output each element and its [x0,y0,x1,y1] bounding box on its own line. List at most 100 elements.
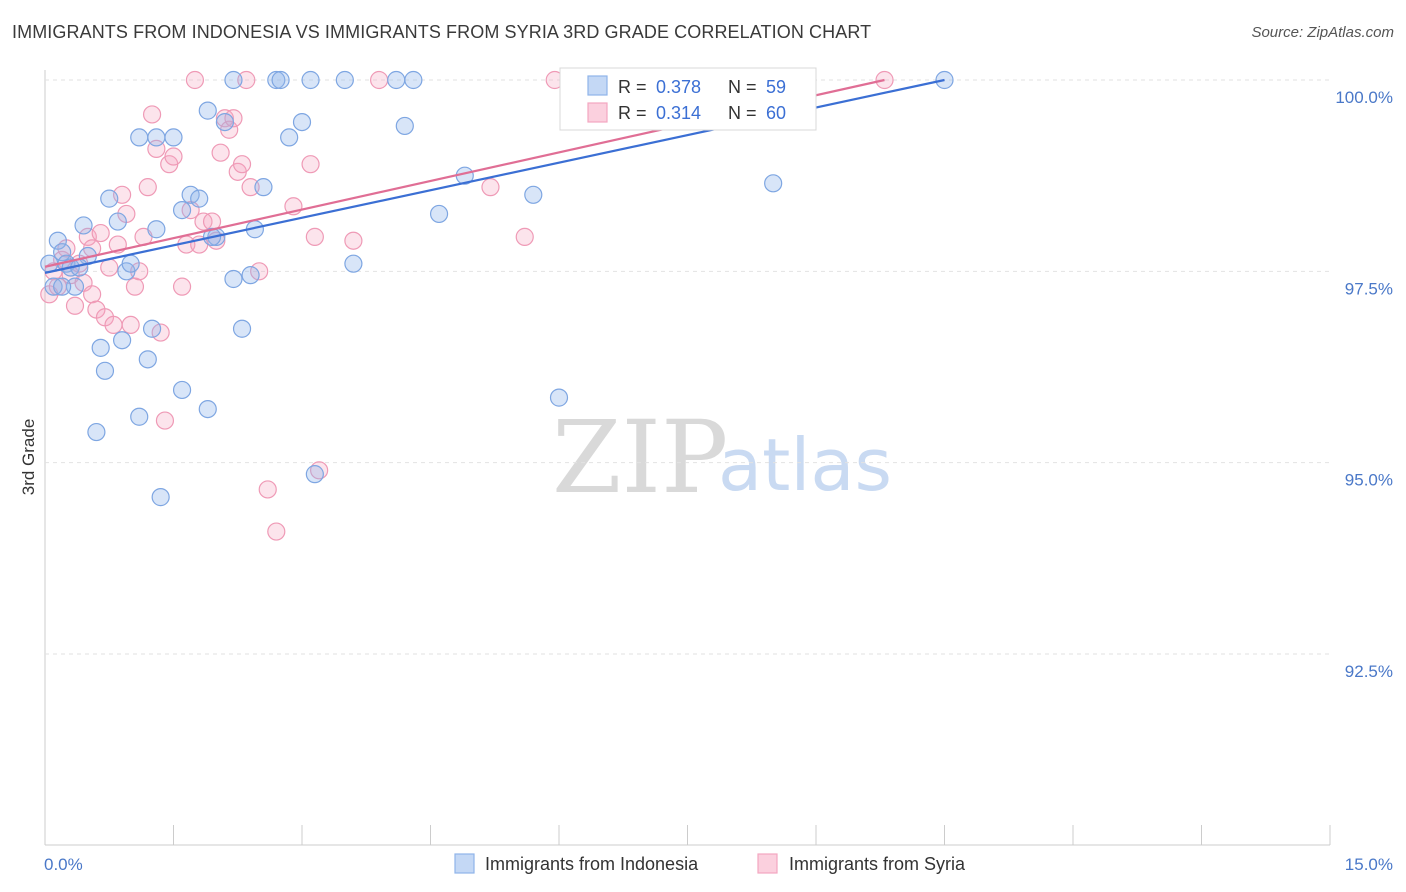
y-tick-label: 97.5% [1345,279,1393,298]
point-syria [104,315,123,335]
watermark-zip: ZIP [552,399,728,516]
y-tick-label: 100.0% [1335,88,1393,107]
point-indonesia [524,185,543,204]
series-indonesia [40,70,954,507]
point-syria [155,411,175,430]
watermark-atlas: atlas [718,423,892,507]
point-indonesia [74,216,93,235]
point-syria [258,480,277,499]
point-syria [164,147,183,166]
point-syria [65,296,85,315]
bottom-legend: Immigrants from Indonesia Immigrants fro… [454,853,966,874]
point-indonesia [130,407,149,426]
point-syria [301,155,320,174]
point-syria [344,231,363,250]
point-indonesia [65,277,85,296]
point-syria [237,70,256,90]
point-indonesia [95,361,115,380]
x-tick-label-min: 0.0% [44,855,83,874]
point-syria [121,315,140,335]
point-indonesia [53,243,72,262]
point-indonesia [138,350,157,369]
point-indonesia [121,254,140,273]
point-indonesia [241,266,260,285]
source-credit: Source: ZipAtlas.com [1251,24,1394,41]
point-indonesia [142,319,162,338]
point-indonesia [172,201,192,220]
y-tick-label: 95.0% [1345,471,1393,490]
point-indonesia [172,380,192,400]
point-indonesia [87,422,106,442]
point-syria [250,262,269,281]
point-indonesia [280,128,299,147]
point-indonesia [198,101,217,120]
point-indonesia [100,189,119,208]
bottom-legend-swatch-indonesia [454,853,475,874]
bottom-legend-label-indonesia: Immigrants from Indonesia [485,854,699,874]
legend-n-value-syria: 60 [766,103,786,123]
point-indonesia [112,331,132,350]
point-syria [185,70,205,90]
point-indonesia [301,70,320,90]
point-indonesia [215,112,234,132]
point-syria [224,109,243,128]
point-indonesia [387,70,406,90]
legend-n-label-syria: N = [728,103,757,123]
point-indonesia [335,70,354,90]
point-indonesia [164,128,183,147]
point-indonesia [198,399,217,419]
bottom-legend-swatch-syria [757,853,778,874]
point-indonesia [147,220,166,239]
legend-r-label-syria: R = [618,103,647,123]
point-syria [151,323,170,342]
legend-swatch-indonesia [587,75,608,96]
x-ticks [44,825,1331,845]
point-syria [305,227,324,246]
point-syria [232,155,252,174]
point-indonesia [91,338,110,357]
point-syria [515,227,534,246]
point-syria [91,223,110,243]
legend-r-label-indonesia: R = [618,77,647,97]
point-syria [267,522,286,541]
point-indonesia [232,319,252,338]
point-indonesia [151,488,170,507]
point-indonesia [429,204,449,224]
point-syria [142,105,162,124]
legend-r-value-indonesia: 0.378 [656,77,701,97]
point-syria [172,277,192,296]
x-tick-label-max: 15.0% [1345,855,1393,874]
point-indonesia [224,70,243,90]
chart-title: IMMIGRANTS FROM INDONESIA VS IMMIGRANTS … [12,22,872,42]
point-indonesia [305,465,324,484]
y-axis-title: 3rd Grade [19,419,38,496]
point-indonesia [190,189,209,208]
point-syria [211,143,230,162]
point-syria [100,258,119,277]
point-indonesia [292,112,312,132]
legend-swatch-syria [587,102,608,123]
point-indonesia [549,388,569,407]
point-syria [125,277,145,296]
point-indonesia [147,128,166,147]
point-indonesia [130,128,149,147]
point-syria [370,70,389,90]
legend-n-label-indonesia: N = [728,77,757,97]
y-tick-labels: 92.5% 95.0% 97.5% 100.0% [1335,88,1393,681]
point-indonesia [764,174,783,193]
point-indonesia [344,254,363,273]
point-indonesia [271,70,290,90]
y-tick-label: 92.5% [1345,662,1393,681]
point-indonesia [267,70,286,90]
point-indonesia [181,185,200,204]
legend-n-value-indonesia: 59 [766,77,786,97]
point-indonesia [254,178,273,197]
point-indonesia [108,212,127,231]
point-indonesia [404,70,423,90]
point-indonesia [53,277,72,296]
legend-box: R = 0.378 N = 59 R = 0.314 N = 60 [559,67,817,131]
point-syria [481,178,500,197]
point-syria [138,178,157,197]
point-syria [241,178,260,197]
